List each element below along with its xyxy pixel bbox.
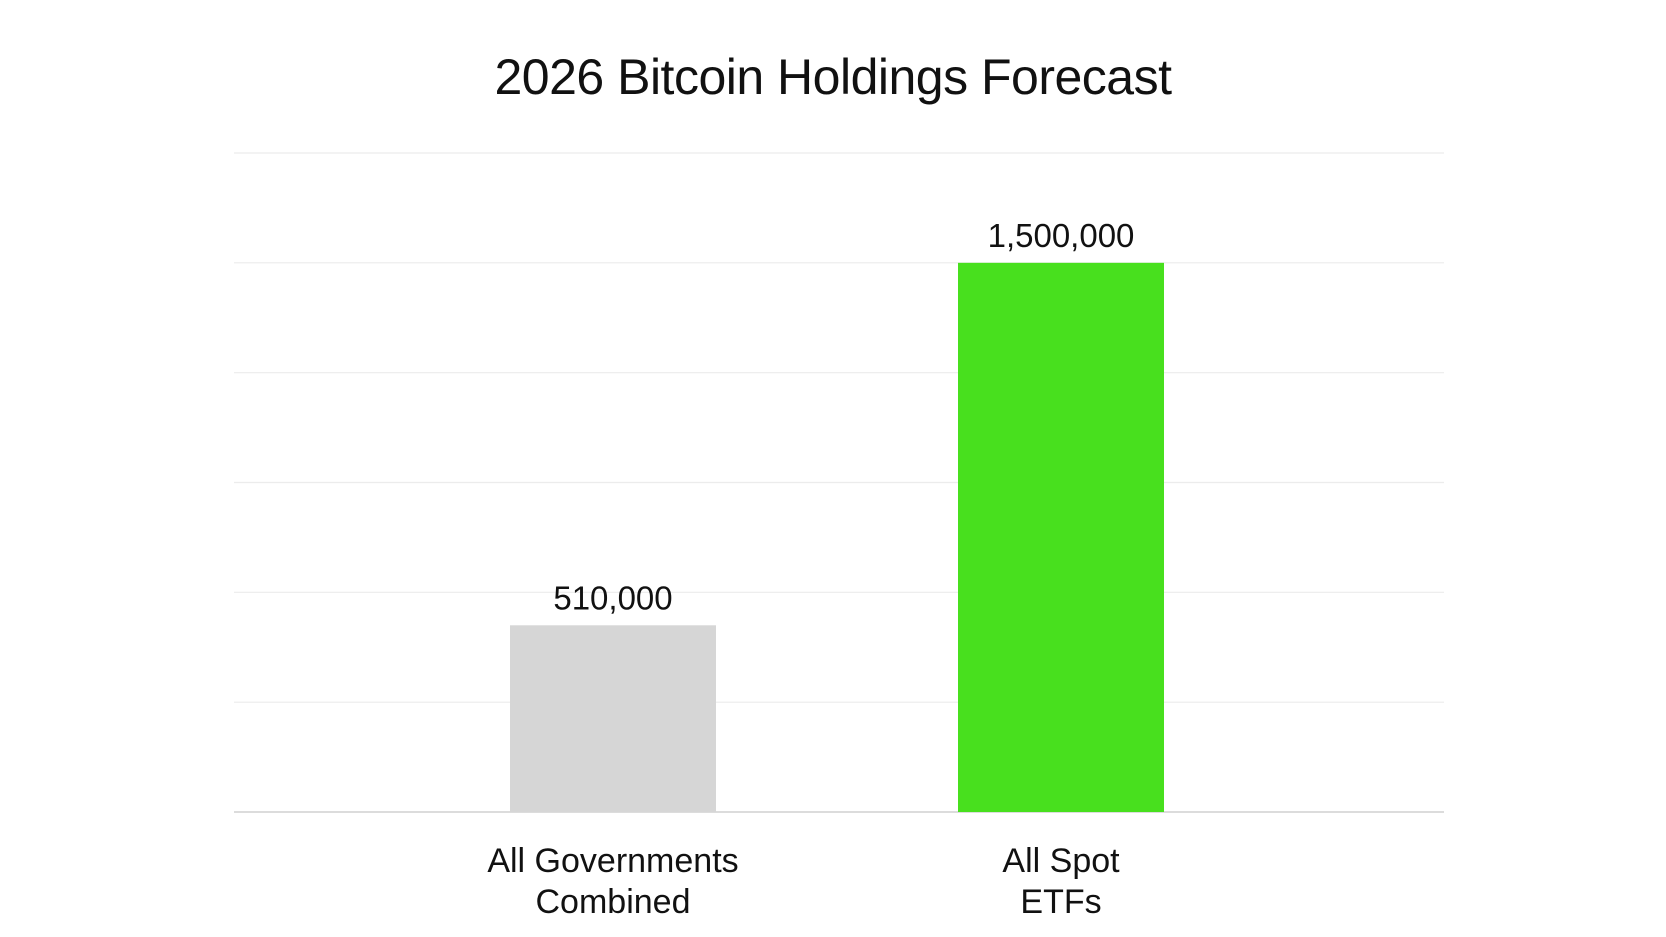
bar	[958, 262, 1164, 812]
category-labels: All Governments Combined All Spot ETFs	[487, 842, 1120, 921]
data-label: 1,500,000	[988, 217, 1135, 254]
value-labels: 510,000 1,500,000	[553, 217, 1134, 616]
gridlines	[234, 152, 1444, 813]
bars	[510, 262, 1164, 812]
category-label: All Governments Combined	[487, 842, 738, 921]
chart-title: 2026 Bitcoin Holdings Forecast	[494, 49, 1172, 105]
category-label: All Spot ETFs	[1002, 842, 1120, 921]
data-label: 510,000	[553, 579, 672, 616]
bar	[510, 625, 716, 812]
